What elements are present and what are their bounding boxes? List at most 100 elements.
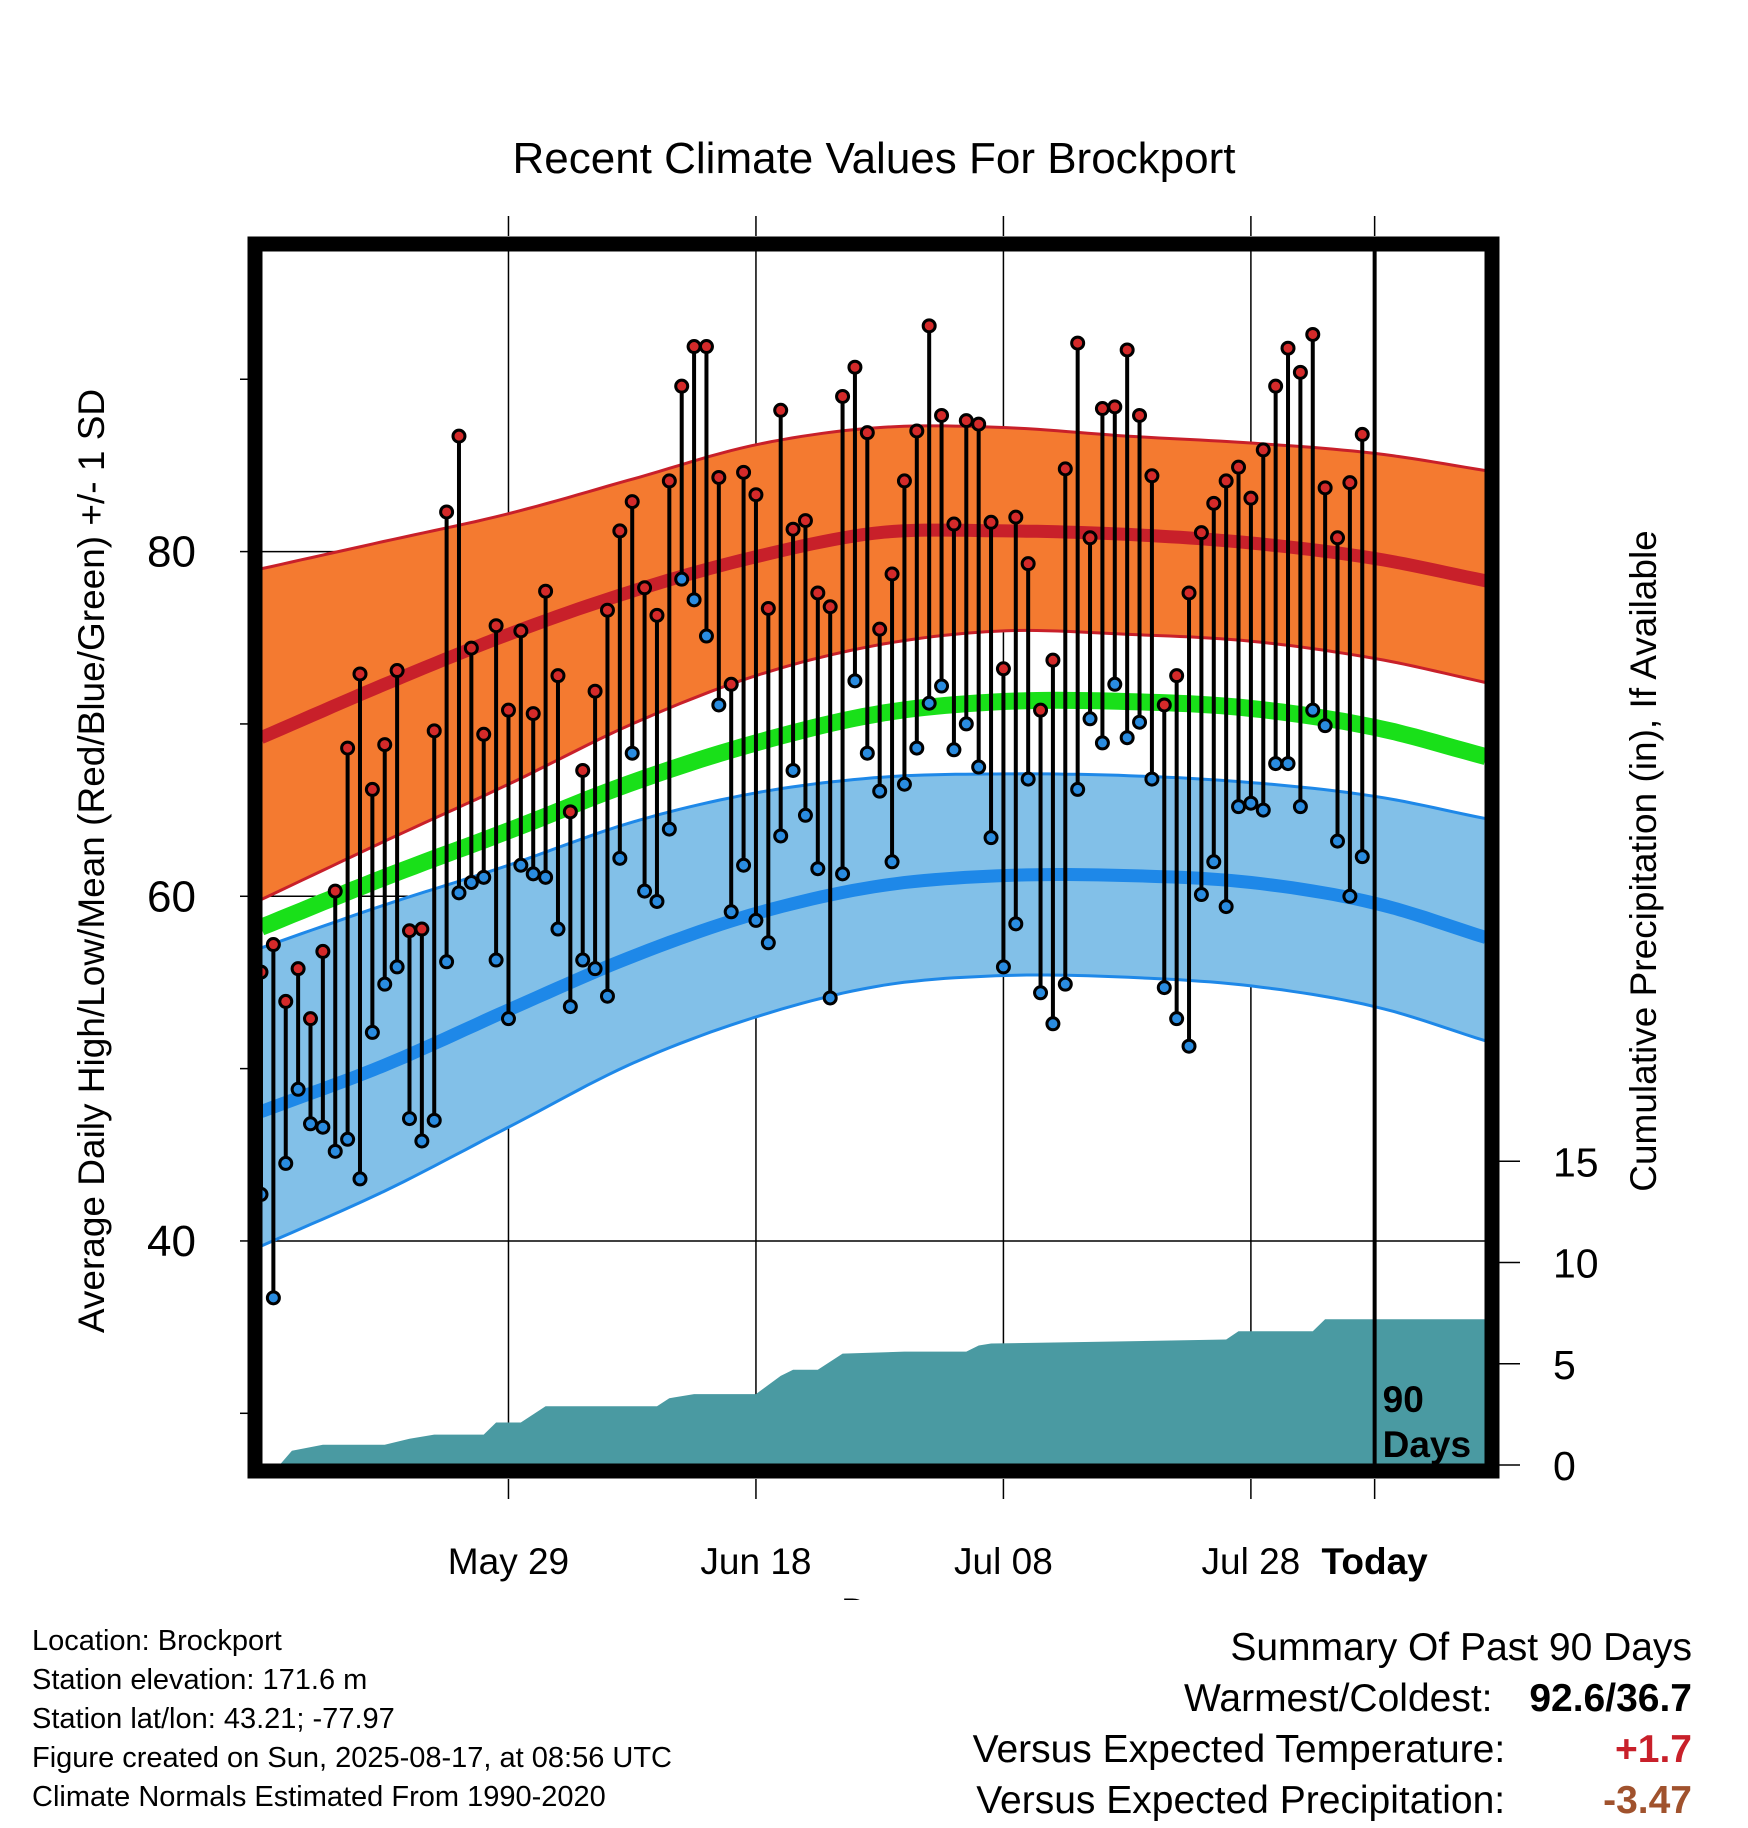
daily-high-point xyxy=(1255,442,1271,458)
daily-low-point xyxy=(1292,799,1308,815)
daily-low-point xyxy=(1206,854,1222,870)
daily-low-point xyxy=(364,1024,380,1040)
daily-high-point xyxy=(946,516,962,532)
daily-low-point xyxy=(686,592,702,608)
daily-low-point xyxy=(1144,771,1160,787)
daily-high-point xyxy=(1070,335,1086,351)
daily-low-point xyxy=(946,742,962,758)
daily-high-point xyxy=(278,993,294,1009)
daily-low-point xyxy=(451,885,467,901)
daily-low-point xyxy=(1280,756,1296,772)
y2-tick-label: 0 xyxy=(1553,1443,1576,1489)
y-axis-label: Average Daily High/Low/Mean (Red/Blue/Gr… xyxy=(71,389,112,1333)
daily-high-point xyxy=(822,599,838,615)
daily-high-point xyxy=(1292,364,1308,380)
daily-high-point xyxy=(760,600,776,616)
daily-low-point xyxy=(1354,849,1370,865)
daily-low-point xyxy=(389,959,405,975)
location-text: Location: Brockport xyxy=(32,1625,282,1657)
daily-low-point xyxy=(983,830,999,846)
daily-low-point xyxy=(921,695,937,711)
period-label: 90 xyxy=(1383,1379,1424,1420)
daily-low-point xyxy=(1082,711,1098,727)
daily-high-point xyxy=(1057,461,1073,477)
daily-low-point xyxy=(1255,802,1271,818)
daily-high-point xyxy=(451,428,467,444)
daily-low-point xyxy=(1268,756,1284,772)
daily-low-point xyxy=(1094,735,1110,751)
daily-high-point xyxy=(1082,530,1098,546)
daily-low-point xyxy=(1045,1016,1061,1032)
daily-high-point xyxy=(674,378,690,394)
daily-low-point xyxy=(377,976,393,992)
daily-high-point xyxy=(661,473,677,489)
daily-high-point xyxy=(1193,525,1209,541)
daily-low-point xyxy=(723,904,739,920)
daily-low-point xyxy=(1156,980,1172,996)
daily-low-point xyxy=(1169,1011,1185,1027)
daily-low-point xyxy=(587,961,603,977)
period-label: Days xyxy=(1383,1424,1471,1465)
daily-low-point xyxy=(513,857,529,873)
daily-low-point xyxy=(698,628,714,644)
summary-heading: Summary Of Past 90 Days xyxy=(1230,1626,1692,1669)
daily-low-point xyxy=(1305,702,1321,718)
y-tick-label: 40 xyxy=(147,1217,196,1266)
daily-high-point xyxy=(1094,401,1110,417)
daily-low-point xyxy=(661,821,677,837)
daily-low-point xyxy=(1181,1038,1197,1054)
daily-high-point xyxy=(1020,556,1036,572)
daily-high-point xyxy=(785,521,801,537)
created-text: Figure created on Sun, 2025-08-17, at 08… xyxy=(32,1742,672,1774)
x-tick-label: Jun 18 xyxy=(700,1541,811,1582)
daily-low-point xyxy=(934,678,950,694)
daily-low-point xyxy=(884,854,900,870)
y2-tick-label: 15 xyxy=(1553,1139,1599,1185)
daily-high-point xyxy=(377,737,393,753)
daily-high-point xyxy=(1330,530,1346,546)
daily-high-point xyxy=(401,923,417,939)
daily-low-point xyxy=(971,759,987,775)
daily-low-point xyxy=(1218,899,1234,915)
daily-low-point xyxy=(327,1143,343,1159)
daily-high-point xyxy=(698,339,714,355)
daily-high-point xyxy=(884,566,900,582)
y-tick-label: 80 xyxy=(147,528,196,577)
daily-high-point xyxy=(958,413,974,429)
high-sd-band-lower-edge xyxy=(261,628,1486,902)
daily-high-point xyxy=(1107,399,1123,415)
daily-low-point xyxy=(835,866,851,882)
daily-low-point xyxy=(711,697,727,713)
warmest-coldest-row: Warmest/Coldest: 92.6/36.7 xyxy=(973,1673,1692,1724)
daily-high-point xyxy=(525,706,541,722)
daily-low-point xyxy=(488,952,504,968)
daily-high-point xyxy=(1144,468,1160,484)
daily-low-point xyxy=(1008,916,1024,932)
low-sd-band xyxy=(261,773,1486,1247)
daily-high-point xyxy=(364,781,380,797)
daily-high-point xyxy=(513,623,529,639)
precipitation-area xyxy=(279,1319,1486,1465)
high-sd-band-upper-edge xyxy=(261,424,1486,571)
daily-low-point xyxy=(872,783,888,799)
daily-low-point xyxy=(637,883,653,899)
daily-high-point xyxy=(934,407,950,423)
daily-low-point xyxy=(1020,771,1036,787)
daily-high-point xyxy=(488,618,504,634)
daily-high-point xyxy=(315,943,331,959)
daily-low-point xyxy=(909,740,925,756)
daily-low-point xyxy=(599,988,615,1004)
daily-high-point xyxy=(1305,326,1321,342)
daily-high-point xyxy=(637,580,653,596)
daily-low-point xyxy=(995,959,1011,975)
daily-low-point xyxy=(1317,718,1333,734)
daily-high-point xyxy=(921,318,937,334)
daily-low-point xyxy=(550,921,566,937)
daily-high-point xyxy=(562,804,578,820)
daily-low-point xyxy=(896,776,912,792)
daily-high-point xyxy=(872,621,888,637)
daily-high-point xyxy=(1033,702,1049,718)
x-axis-label: Day xyxy=(841,1591,907,1600)
daily-low-point xyxy=(624,745,640,761)
daily-low-point xyxy=(785,762,801,778)
